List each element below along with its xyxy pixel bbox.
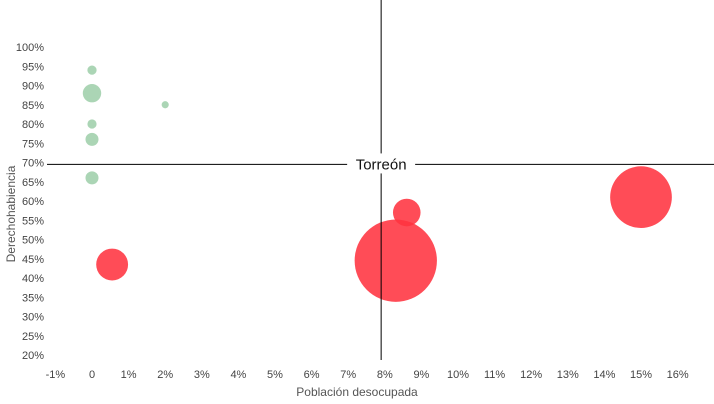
- bubble: [354, 219, 437, 302]
- bubbles: [82, 65, 672, 302]
- y-axis-title: Derechohabiencia: [4, 165, 18, 262]
- y-tick-label: 100%: [16, 42, 44, 54]
- x-tick-label: 0: [89, 369, 95, 381]
- y-tick-label: 40%: [22, 273, 44, 285]
- y-tick-label: 80%: [22, 119, 44, 131]
- x-tick-label: 4%: [230, 369, 246, 381]
- x-tick-label: 3%: [194, 369, 210, 381]
- y-tick-label: 35%: [22, 292, 44, 304]
- x-tick-label: 15%: [630, 369, 652, 381]
- y-tick-label: 20%: [22, 350, 44, 362]
- bubble: [85, 171, 99, 185]
- bubble: [96, 248, 129, 281]
- bubble: [392, 198, 421, 227]
- x-tick-label: 10%: [447, 369, 469, 381]
- y-tick-label: 95%: [22, 61, 44, 73]
- x-tick-label: 12%: [520, 369, 542, 381]
- y-tick-label: 60%: [22, 196, 44, 208]
- x-tick-label: -1%: [46, 369, 66, 381]
- y-tick-label: 70%: [22, 158, 44, 170]
- y-tick-label: 30%: [22, 312, 44, 324]
- bubble: [161, 101, 169, 109]
- y-tick-label: 65%: [22, 177, 44, 189]
- x-axis-ticks: -1% 0 1% 2% 3% 4% 5% 6% 7% 8% 9% 10% 11% 12% 13% 14% 15%…: [46, 369, 689, 381]
- x-tick-label: 7%: [340, 369, 356, 381]
- x-tick-label: 16%: [667, 369, 689, 381]
- y-tick-label: 75%: [22, 138, 44, 150]
- center-label-background: [347, 153, 416, 174]
- x-tick-label: 14%: [593, 369, 615, 381]
- y-tick-label: 50%: [22, 235, 44, 247]
- reference-lines: Torreón: [47, 0, 714, 360]
- bubble: [87, 65, 97, 75]
- x-tick-label: 13%: [557, 369, 579, 381]
- x-tick-label: 2%: [157, 369, 173, 381]
- y-tick-label: 55%: [22, 215, 44, 227]
- bubble: [87, 119, 97, 129]
- x-tick-label: 9%: [413, 369, 429, 381]
- x-axis-title: Población desocupada: [296, 385, 418, 399]
- bubble: [610, 166, 672, 229]
- y-axis-ticks: 20% 25% 30% 35% 40% 45% 50% 55% 60% 65% 70% 75% 80% 8…: [16, 42, 44, 362]
- x-tick-label: 8%: [377, 369, 393, 381]
- y-tick-label: 90%: [22, 81, 44, 93]
- y-tick-label: 45%: [22, 254, 44, 266]
- x-tick-label: 5%: [267, 369, 283, 381]
- bubble: [82, 84, 102, 103]
- y-tick-label: 25%: [22, 331, 44, 343]
- x-tick-label: 6%: [304, 369, 320, 381]
- x-tick-label: 1%: [121, 369, 137, 381]
- x-tick-label: 11%: [484, 369, 505, 381]
- bubble: [85, 132, 99, 146]
- center-label: Torreón: [356, 156, 407, 173]
- y-tick-label: 85%: [22, 100, 44, 112]
